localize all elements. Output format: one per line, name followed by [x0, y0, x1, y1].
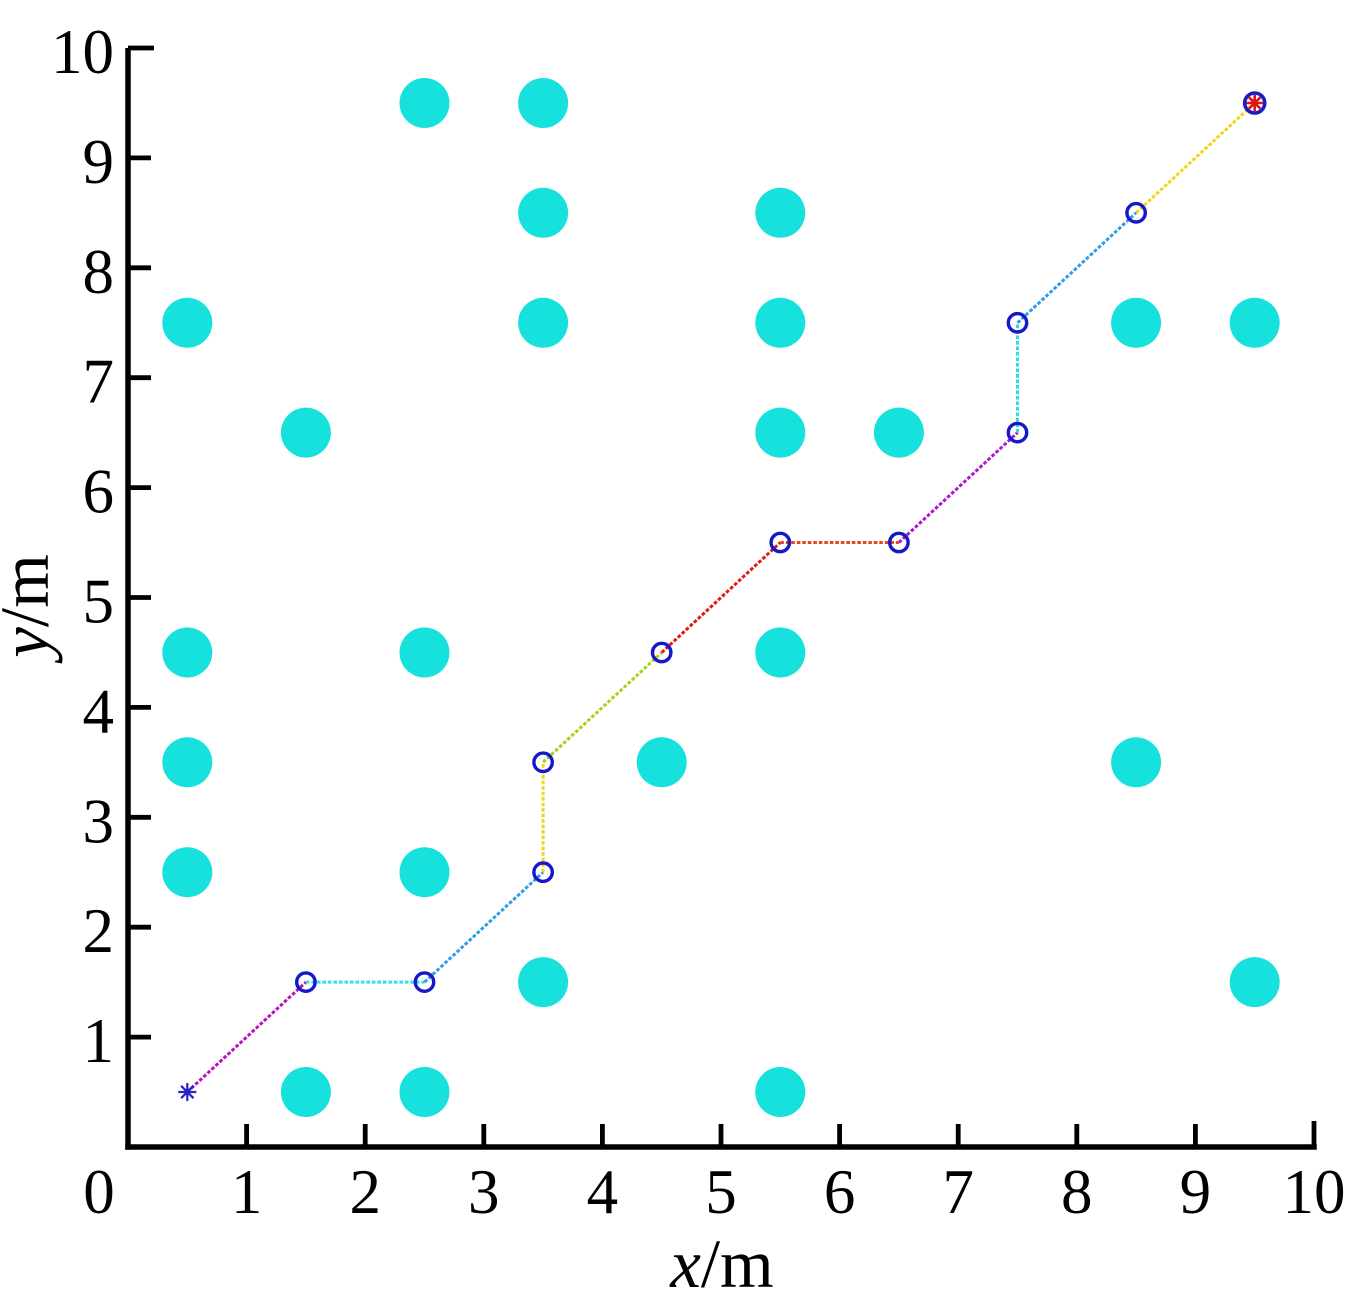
svg-text:2: 2	[83, 896, 115, 966]
svg-text:8: 8	[1061, 1157, 1093, 1227]
svg-text:x/m: x/m	[669, 1226, 773, 1302]
svg-text:10: 10	[51, 17, 114, 87]
svg-text:9: 9	[1180, 1157, 1212, 1227]
svg-text:y/m: y/m	[0, 554, 63, 663]
svg-text:9: 9	[83, 127, 115, 197]
svg-text:8: 8	[83, 237, 115, 307]
svg-text:1: 1	[231, 1157, 263, 1227]
svg-text:10: 10	[1283, 1157, 1346, 1227]
svg-text:4: 4	[83, 676, 115, 746]
svg-text:3: 3	[83, 786, 115, 856]
svg-text:1: 1	[83, 1006, 115, 1076]
svg-text:4: 4	[587, 1157, 619, 1227]
svg-text:7: 7	[942, 1157, 974, 1227]
svg-text:5: 5	[83, 567, 115, 637]
svg-text:5: 5	[705, 1157, 737, 1227]
svg-text:6: 6	[824, 1157, 856, 1227]
svg-text:6: 6	[83, 457, 115, 527]
svg-text:0: 0	[83, 1157, 115, 1227]
svg-text:3: 3	[468, 1157, 500, 1227]
svg-text:7: 7	[83, 347, 115, 417]
svg-text:2: 2	[349, 1157, 381, 1227]
